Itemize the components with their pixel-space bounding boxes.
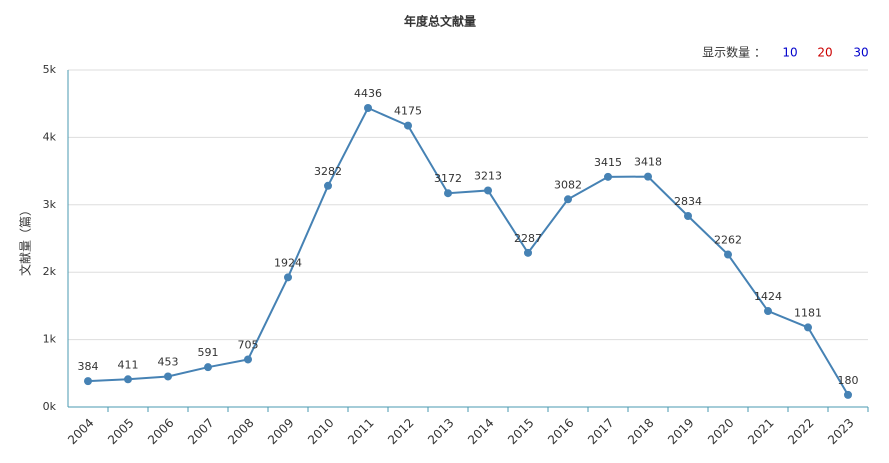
data-label: 2262 xyxy=(714,234,742,247)
data-point xyxy=(524,248,532,257)
y-tick-label: 1k xyxy=(43,333,57,346)
x-tick-label: 2007 xyxy=(185,416,216,447)
data-label: 3172 xyxy=(434,172,462,185)
y-tick-label: 5k xyxy=(43,63,57,76)
x-tick-label: 2022 xyxy=(785,416,816,447)
controls-label: 显示数量 ： xyxy=(702,45,766,60)
option-30[interactable]: 30 xyxy=(853,46,868,60)
y-tick-label: 2k xyxy=(43,265,57,278)
x-tick-label: 2019 xyxy=(665,416,696,447)
data-point xyxy=(724,250,732,259)
data-point xyxy=(484,186,492,195)
data-point xyxy=(604,172,612,181)
option-20[interactable]: 20 xyxy=(817,46,832,60)
data-label: 3082 xyxy=(554,178,582,191)
y-tick-label: 4k xyxy=(43,130,57,143)
data-label: 705 xyxy=(238,338,259,351)
x-tick-label: 2005 xyxy=(105,416,136,447)
x-tick-label: 2004 xyxy=(65,416,96,447)
data-point xyxy=(684,211,692,220)
data-point xyxy=(364,104,372,113)
x-tick-label: 2006 xyxy=(145,416,176,447)
x-tick-label: 2018 xyxy=(625,416,656,447)
data-label: 180 xyxy=(838,374,859,387)
chart-title: 年度总文献量 xyxy=(404,14,476,29)
data-label: 411 xyxy=(118,358,139,371)
data-point xyxy=(804,323,812,332)
data-point xyxy=(124,375,132,384)
data-label: 384 xyxy=(78,360,99,373)
data-label: 3415 xyxy=(594,156,622,169)
data-label: 591 xyxy=(198,346,219,359)
data-label: 2834 xyxy=(674,195,702,208)
x-tick-label: 2012 xyxy=(385,416,416,447)
x-tick-label: 2010 xyxy=(305,416,336,447)
x-tick-label: 2008 xyxy=(225,416,256,447)
data-point xyxy=(204,363,212,372)
y-tick-label: 3k xyxy=(43,198,57,211)
series-line xyxy=(87,106,849,396)
data-label: 1924 xyxy=(274,256,302,269)
data-point xyxy=(84,377,92,386)
x-tick-label: 2016 xyxy=(545,416,576,447)
x-tick-label: 2021 xyxy=(745,416,776,447)
data-label: 1424 xyxy=(754,290,782,303)
x-tick-label: 2015 xyxy=(505,416,536,447)
x-tick-label: 2014 xyxy=(465,416,496,447)
data-point xyxy=(764,307,772,316)
data-point xyxy=(284,273,292,282)
data-label: 1181 xyxy=(794,306,822,319)
y-tick-label: 0k xyxy=(43,400,57,413)
data-label: 453 xyxy=(158,355,179,368)
data-label: 3418 xyxy=(634,156,662,169)
data-point xyxy=(244,355,252,364)
data-point xyxy=(324,181,332,190)
x-tick-label: 2009 xyxy=(265,416,296,447)
data-point xyxy=(164,372,172,381)
data-label: 3213 xyxy=(474,169,502,182)
data-label: 4175 xyxy=(394,105,422,118)
data-point xyxy=(564,195,572,204)
data-label: 2287 xyxy=(514,232,542,245)
data-label: 4436 xyxy=(354,87,382,100)
x-tick-label: 2017 xyxy=(585,416,616,447)
x-tick-label: 2011 xyxy=(345,416,376,447)
y-axis-label: 文献量（篇） xyxy=(18,204,33,276)
option-10[interactable]: 10 xyxy=(782,46,797,60)
data-label: 3282 xyxy=(314,165,342,178)
data-point xyxy=(844,390,852,399)
x-tick-label: 2020 xyxy=(705,416,736,447)
x-tick-label: 2013 xyxy=(425,416,456,447)
data-point xyxy=(444,189,452,198)
x-tick-label: 2023 xyxy=(825,416,856,447)
data-point xyxy=(644,172,652,181)
data-point xyxy=(404,121,412,130)
